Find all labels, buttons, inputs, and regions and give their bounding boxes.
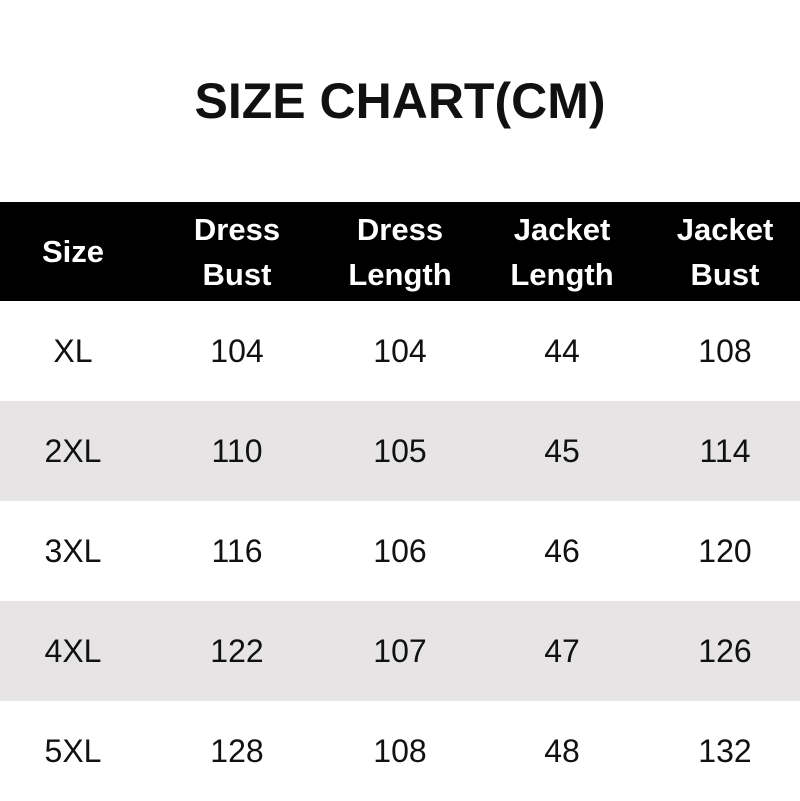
table-cell: 3XL [44,532,102,569]
header-line: Bust [690,256,760,292]
column-header: Jacket Bust [644,202,800,301]
table-cell: 5XL [44,732,102,769]
table-header: Size Dress Bust Dress Length Jacket Length Jack… [0,202,800,301]
table-cell: 116 [211,532,263,569]
table-cell: 107 [373,632,427,669]
table-row: XL 104 104 44 108 [0,301,800,401]
table-cell: 110 [211,432,263,469]
header-line: Length [510,256,614,292]
page-title: SIZE CHART(CM) [194,73,606,129]
column-header: Jacket Length [481,202,643,301]
table-cell: 47 [544,632,580,669]
header-line: Jacket [513,211,611,247]
table-cell: 104 [373,332,427,369]
table-cell: 128 [210,732,264,769]
table-cell: 132 [698,732,752,769]
table-row: 2XL 110 105 45 114 [0,401,800,501]
table-cell: 104 [210,332,264,369]
table-cell: 105 [373,432,427,469]
table-cell: 108 [698,332,752,369]
column-header: Dress Length [319,202,481,301]
header-line: Dress [193,211,281,247]
table-cell: 126 [698,632,752,669]
table-row: 3XL 116 106 46 120 [0,501,800,601]
table-cell: 2XL [44,432,102,469]
header-line: Dress [356,211,444,247]
header-line: Size [41,234,105,269]
header-line: Bust [202,256,272,292]
column-header: Dress Bust [156,202,318,301]
column-header: Size [0,202,146,301]
header-line: Jacket [676,211,774,247]
table-cell: 48 [544,732,580,769]
table-cell: 46 [544,532,580,569]
table-cell: 108 [373,732,427,769]
table-cell: 122 [210,632,264,669]
table-row: 5XL 128 108 48 132 [0,701,800,801]
header-line: Length [348,256,452,292]
table-cell: 45 [544,432,580,469]
table-cell: 114 [699,432,751,469]
table-cell: 120 [698,532,752,569]
table-cell: 106 [373,532,427,569]
table-cell: 44 [544,332,580,369]
table-cell: 4XL [44,632,102,669]
table-row: 4XL 122 107 47 126 [0,601,800,701]
table-cell: XL [53,332,93,369]
